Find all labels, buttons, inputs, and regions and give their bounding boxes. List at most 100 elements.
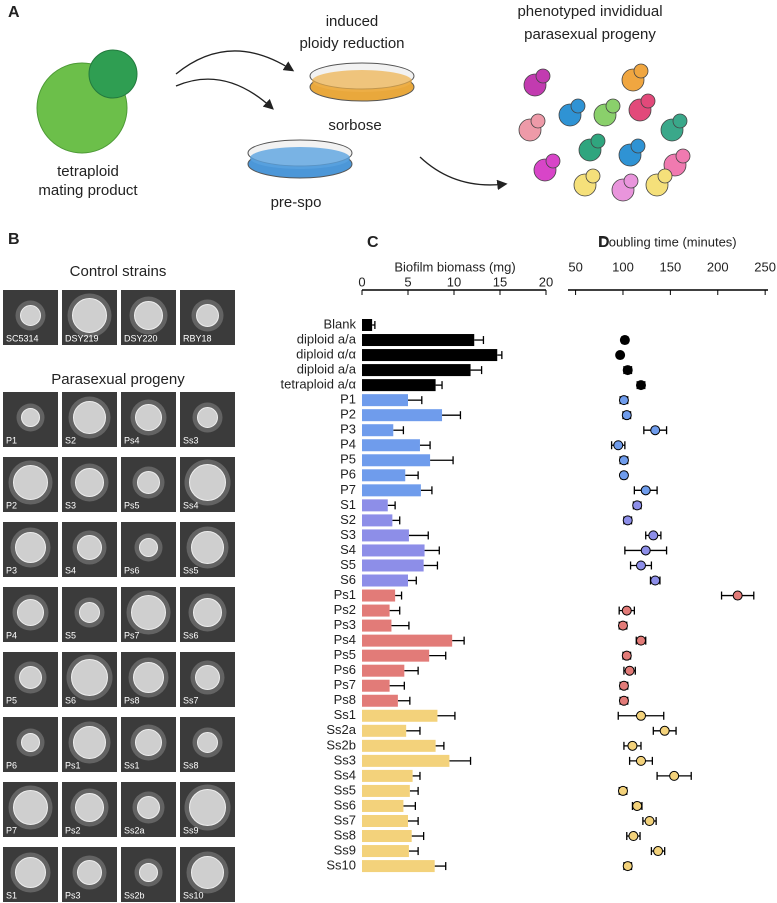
parent-bud — [88, 49, 138, 99]
bar — [362, 589, 396, 602]
category-label: Ss9 — [334, 842, 356, 857]
bar — [362, 349, 498, 362]
dot — [640, 485, 651, 496]
parent-label: mating product — [38, 182, 138, 199]
bar — [362, 469, 406, 482]
x-tick-label: 20 — [539, 274, 553, 289]
category-label: tetraploid a/α — [281, 377, 357, 392]
colony-label: Ps4 — [124, 435, 140, 445]
category-label: Ss5 — [334, 782, 356, 797]
colony-label: Ss4 — [183, 500, 199, 510]
colony — [195, 665, 220, 690]
bar — [362, 769, 413, 782]
colony-grid: SC5314 DSY219 DSY220 RBY18 P1 S2 Ps4 Ss3 P2 S3 Ps5… — [3, 290, 235, 902]
category-label: diploid α/α — [296, 346, 356, 361]
arrow — [175, 50, 295, 75]
colony-label: Ps5 — [124, 500, 140, 510]
colony — [72, 298, 107, 333]
dot — [640, 545, 651, 556]
category-label: S3 — [340, 527, 356, 542]
colony-label: DSY219 — [65, 333, 99, 343]
category-label: Blank — [323, 316, 356, 331]
colony — [197, 407, 218, 428]
colony — [137, 796, 160, 819]
colony — [189, 464, 226, 501]
category-label: Ps5 — [334, 647, 356, 662]
category-label: S1 — [340, 497, 356, 512]
category-label: S5 — [340, 557, 356, 572]
category-label: Ps4 — [334, 632, 356, 647]
category-label: Ss4 — [334, 767, 356, 782]
colony-label: Ps2 — [65, 825, 81, 835]
category-label: S4 — [340, 542, 356, 557]
bar — [362, 754, 450, 767]
dot — [621, 605, 632, 616]
colony — [191, 531, 224, 564]
colony-label: P3 — [6, 565, 17, 575]
x-tick-label: 150 — [660, 259, 682, 274]
dot — [615, 350, 626, 361]
dot — [627, 740, 638, 751]
colony-label: S5 — [65, 630, 76, 640]
dot — [650, 425, 661, 436]
category-label: Ss7 — [334, 812, 356, 827]
category-label: S6 — [340, 572, 356, 587]
dot — [621, 650, 632, 661]
panel-letter: A — [8, 4, 20, 21]
progeny-cells — [518, 63, 691, 202]
colony — [19, 666, 42, 689]
dot — [635, 560, 646, 571]
colony-label: Ps1 — [65, 760, 81, 770]
category-label: Ss10 — [326, 858, 356, 873]
panel-letter: B — [8, 231, 20, 248]
prespo-dish — [247, 139, 353, 179]
colony-label: S2 — [65, 435, 76, 445]
colony — [20, 305, 41, 326]
x-tick-label: 250 — [754, 259, 776, 274]
category-label: Ps7 — [334, 677, 356, 692]
dot — [618, 455, 629, 466]
bar — [362, 529, 409, 542]
dot — [618, 470, 629, 481]
bar — [362, 409, 443, 422]
progeny-bud — [672, 113, 688, 129]
colony — [191, 856, 224, 889]
colony-label: RBY18 — [183, 333, 212, 343]
bar — [362, 860, 435, 873]
dot — [628, 831, 639, 842]
bar — [362, 319, 373, 331]
colony-label: DSY220 — [124, 333, 158, 343]
category-label: Ps1 — [334, 587, 356, 602]
colony — [137, 471, 160, 494]
progeny-bud — [657, 168, 673, 184]
bar — [362, 784, 410, 797]
colony — [13, 790, 48, 825]
colony — [73, 726, 106, 759]
axis-title: Doubling time (minutes) — [599, 234, 736, 249]
colony — [134, 301, 163, 330]
colony-label: Ss5 — [183, 565, 199, 575]
bar — [362, 424, 394, 437]
bar — [362, 649, 430, 662]
colony-label: S6 — [65, 695, 76, 705]
panel-letter: C — [367, 234, 379, 251]
category-label: P1 — [340, 392, 356, 407]
x-tick-label: 50 — [568, 259, 582, 274]
section-title: Control strains — [70, 263, 167, 280]
progeny-bud — [535, 68, 551, 84]
colony — [189, 789, 226, 826]
colony-label: S3 — [65, 500, 76, 510]
bar — [362, 364, 471, 377]
colony — [17, 599, 44, 626]
category-label: Ss2a — [326, 722, 356, 737]
colony-label: P5 — [6, 695, 17, 705]
progeny-title: phenotyped invididual — [517, 3, 662, 20]
bar — [362, 664, 405, 677]
bar — [362, 739, 436, 752]
x-tick-label: 5 — [404, 274, 411, 289]
progeny-title: parasexual progeny — [524, 26, 656, 43]
dot — [732, 590, 743, 601]
category-label: P4 — [340, 437, 356, 452]
colony — [133, 662, 164, 693]
category-label: P3 — [340, 422, 356, 437]
